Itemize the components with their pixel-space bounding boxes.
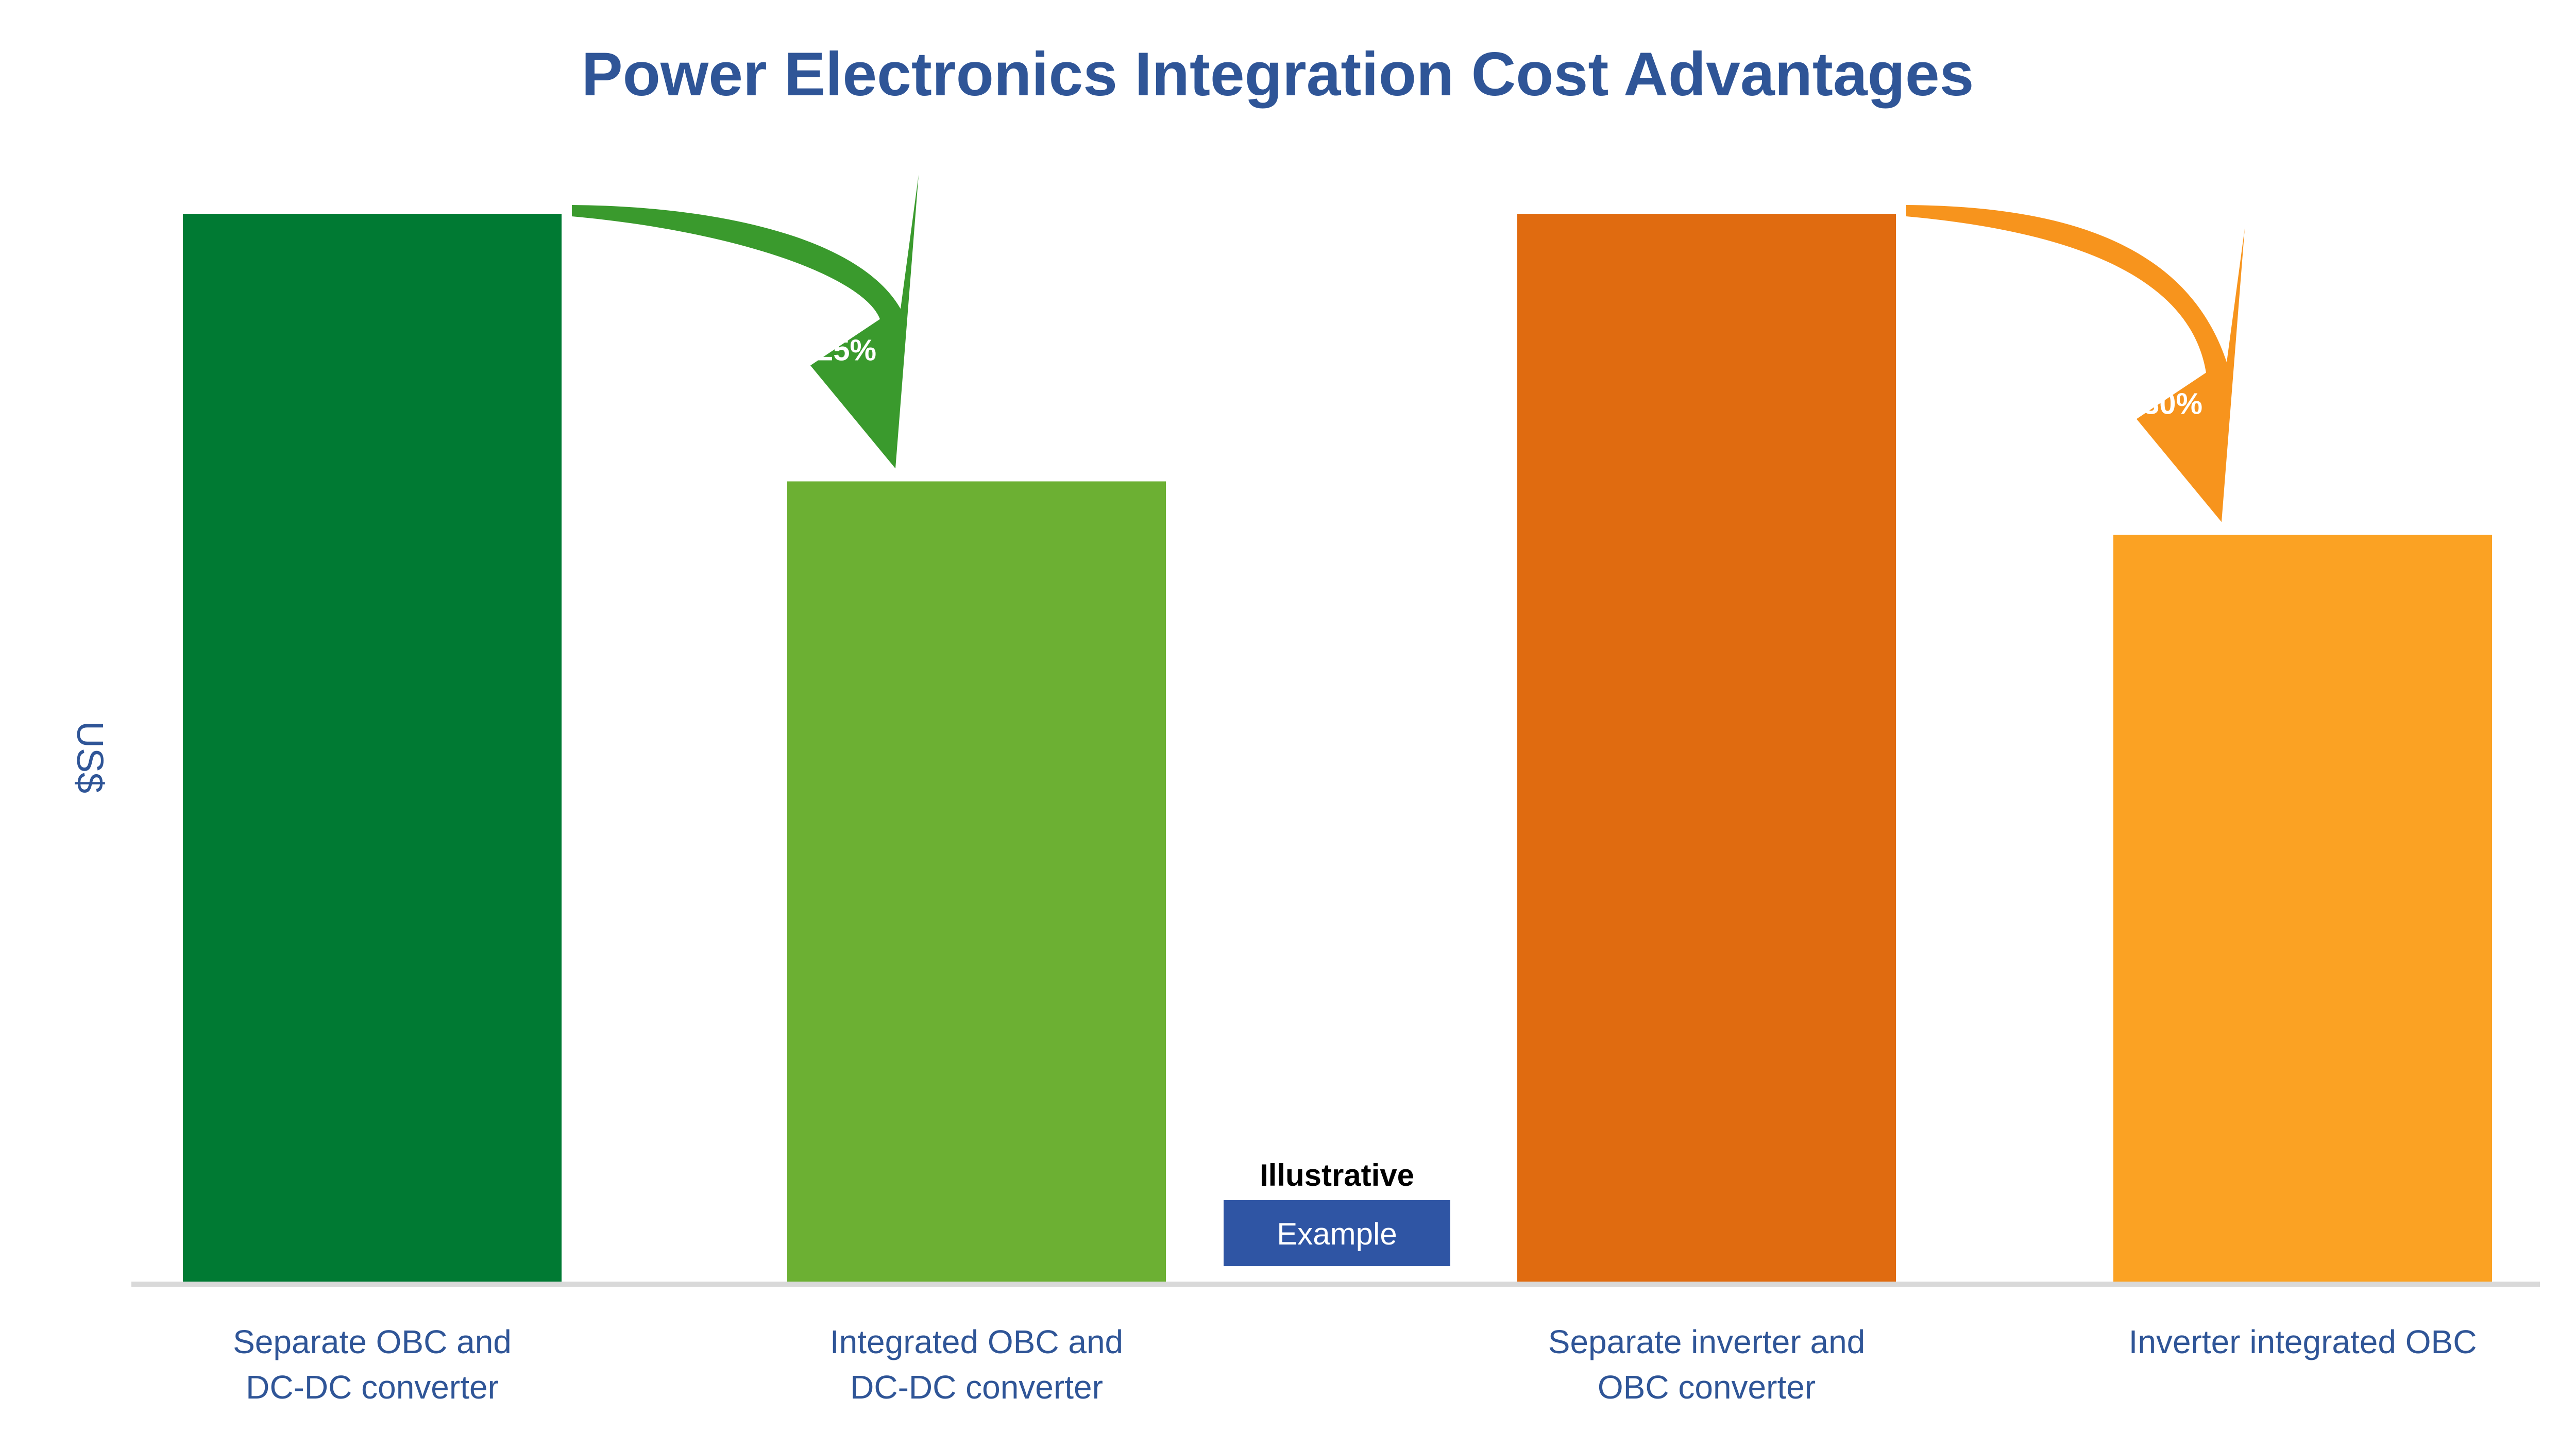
category-labels: Separate OBC and DC-DC converter Integrate… xyxy=(233,1323,2477,1406)
reduction-arrows: 25% 30% xyxy=(572,175,2245,522)
y-axis-label: US$ xyxy=(69,721,110,793)
illustrative-badge xyxy=(1224,1200,1450,1266)
reduction-arrow-1 xyxy=(572,175,919,469)
reduction-label-2: 30% xyxy=(2143,387,2202,420)
bars xyxy=(183,214,2492,1284)
illustrative-badge-text: Example xyxy=(1277,1217,1397,1251)
illustrative-note: Illustrative Example xyxy=(1224,1158,1450,1266)
bar-3 xyxy=(1517,214,1896,1284)
category-label-2: Integrated OBC and DC-DC converter xyxy=(830,1323,1123,1406)
reduction-label-1: 25% xyxy=(817,334,876,367)
category-label-1: Separate OBC and DC-DC converter xyxy=(233,1323,512,1406)
category-label-3: Separate inverter and OBC converter xyxy=(1548,1323,1866,1406)
category-label-4: Inverter integrated OBC xyxy=(2129,1323,2477,1360)
bar-1 xyxy=(183,214,562,1284)
illustrative-label: Illustrative xyxy=(1260,1158,1414,1192)
bar-2 xyxy=(787,481,1166,1284)
chart-title: Power Electronics Integration Cost Advan… xyxy=(582,40,1974,109)
reduction-arrow-2 xyxy=(1906,205,2245,522)
bar-4 xyxy=(2113,535,2492,1284)
